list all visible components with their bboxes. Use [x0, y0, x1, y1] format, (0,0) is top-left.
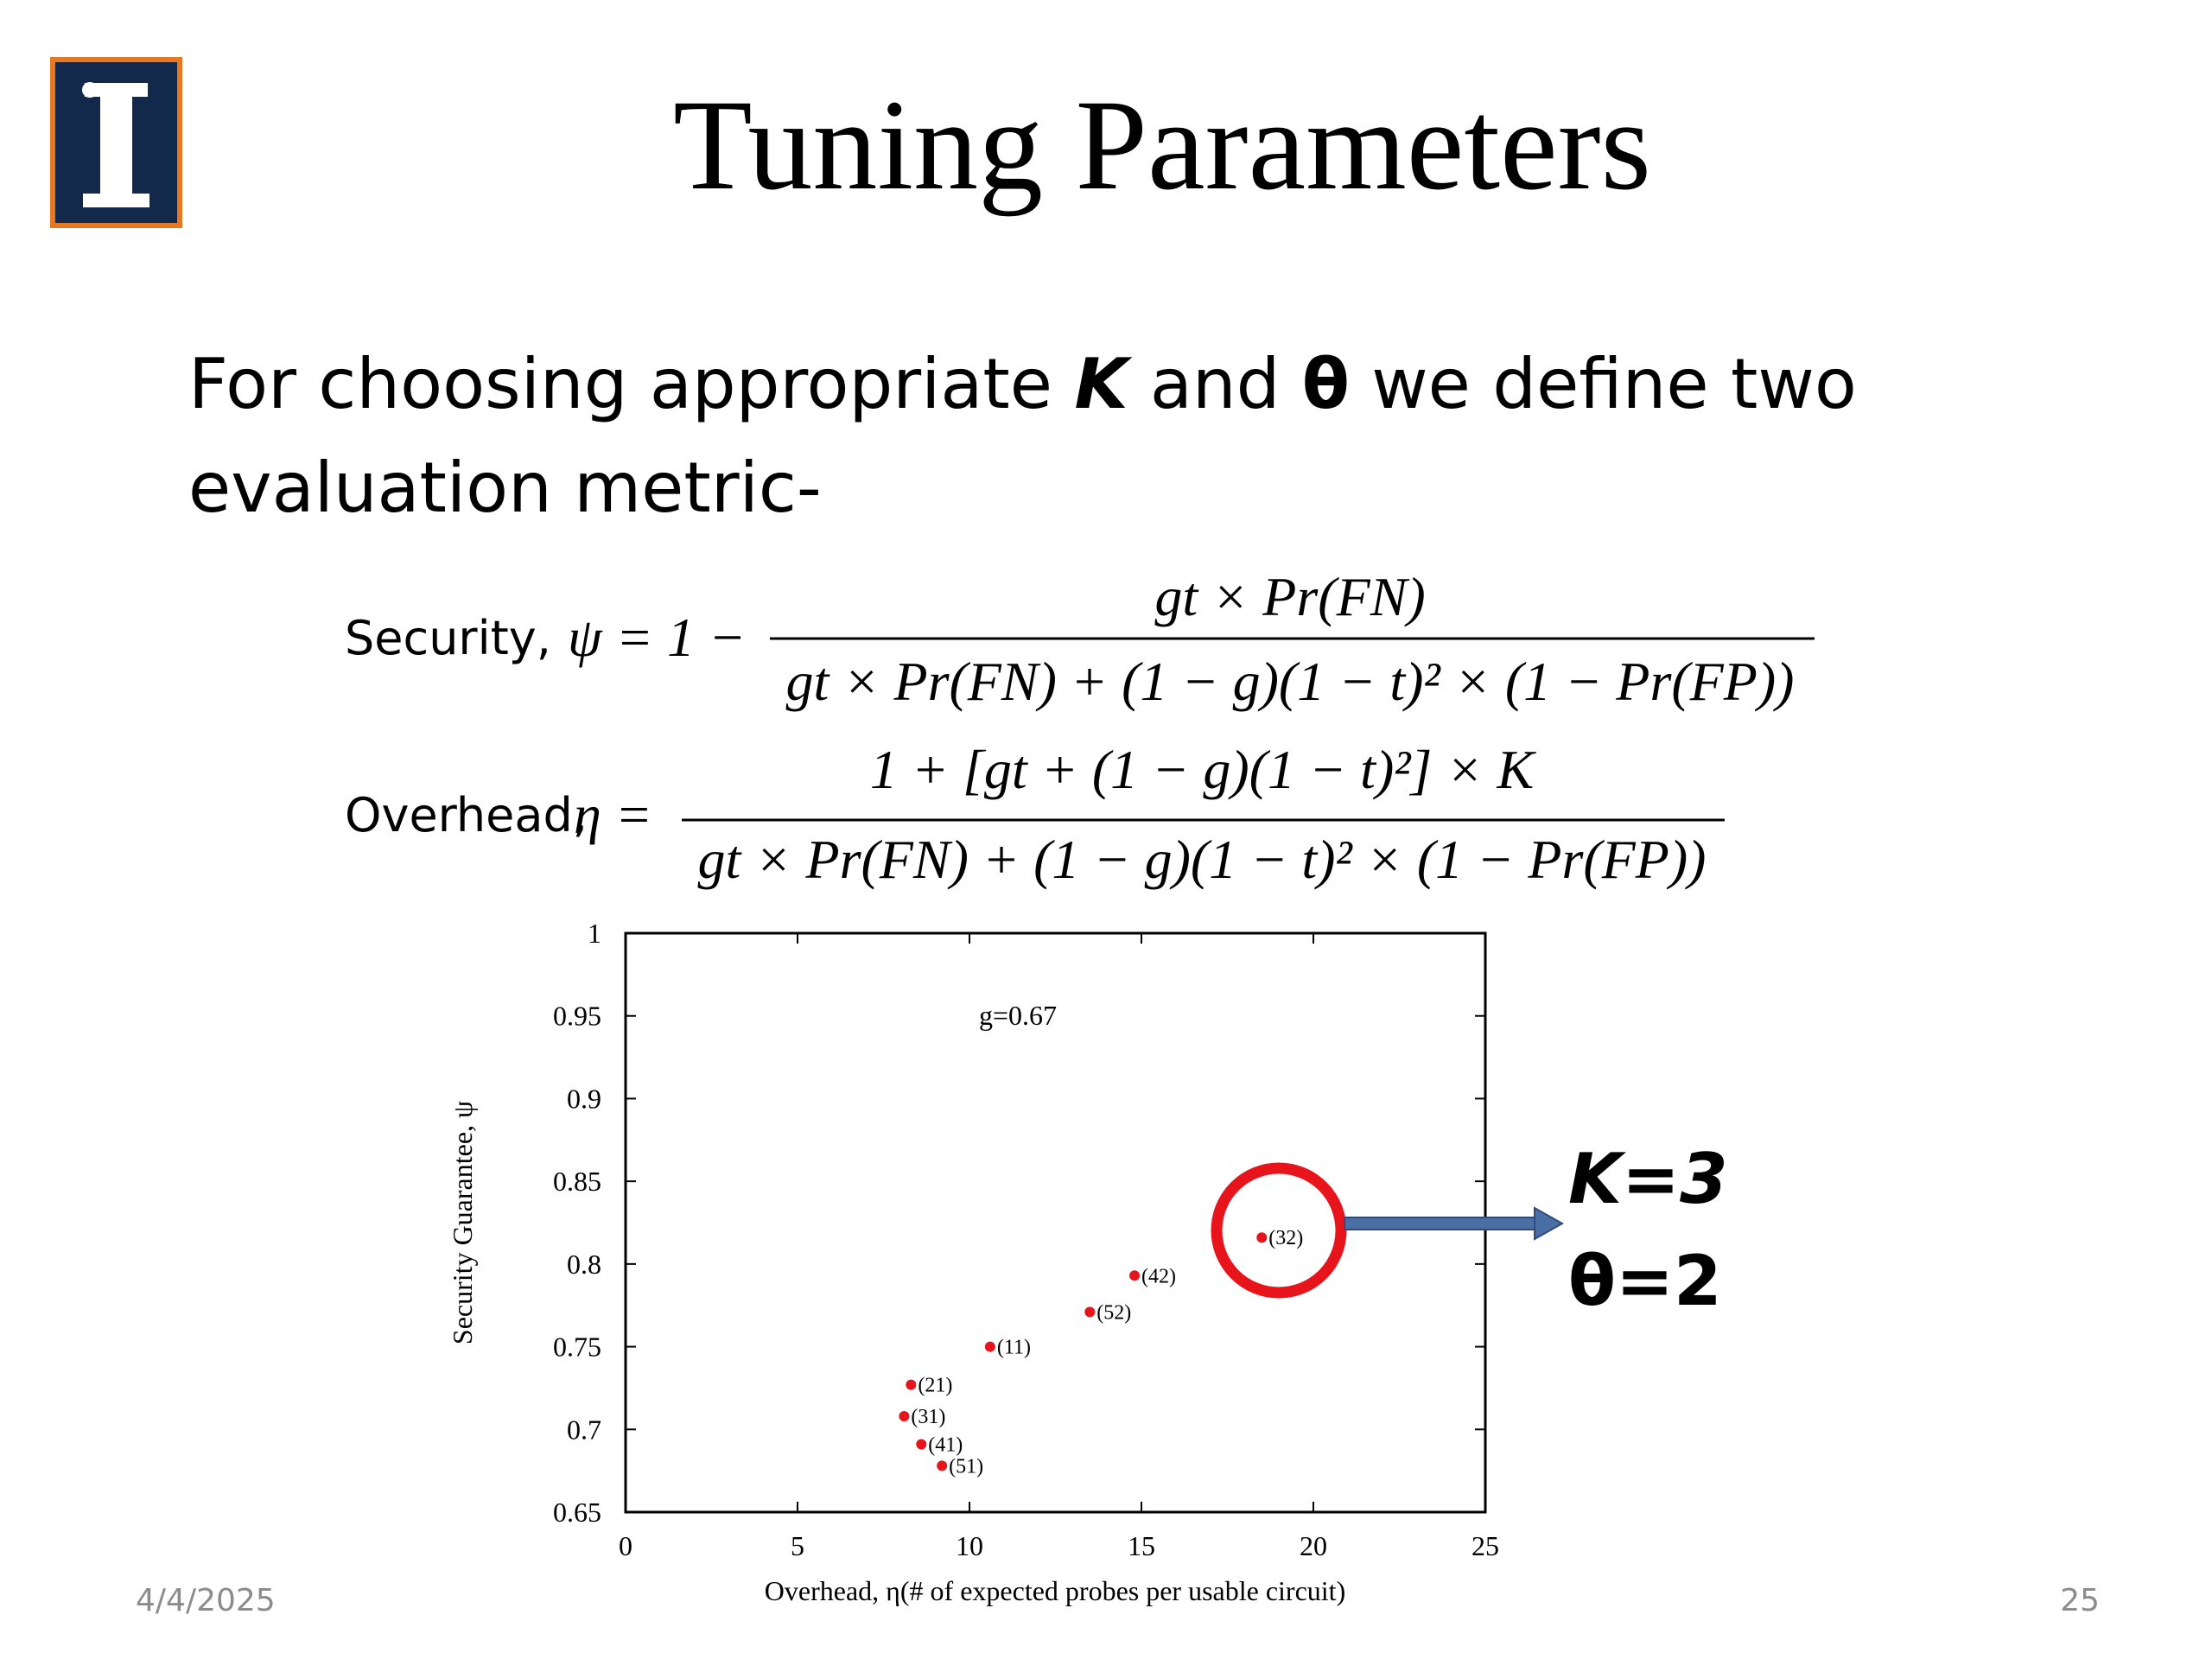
point-label: (11)	[997, 1337, 1031, 1359]
x-tick-label: 20	[1300, 1530, 1327, 1561]
data-point	[1256, 1232, 1268, 1243]
data-point	[906, 1379, 917, 1390]
formula-label: Security,	[345, 611, 551, 665]
x-tick-label: 10	[956, 1530, 983, 1561]
formula-lhs: ψ = 1 −	[568, 607, 746, 668]
footer-date: 4/4/2025	[136, 1583, 276, 1618]
point-label: (32)	[1268, 1227, 1303, 1249]
data-point	[899, 1410, 910, 1421]
y-tick-label: 0.65	[553, 1497, 601, 1528]
formula-label: Overhead,	[345, 788, 588, 842]
logo	[50, 57, 182, 228]
x-tick-label: 5	[791, 1530, 804, 1561]
formula-denominator: gt × Pr(FN) + (1 − g)(1 − t)² × (1 − Pr(…	[786, 651, 1795, 712]
x-tick-label: 25	[1471, 1530, 1499, 1561]
point-label: (42)	[1141, 1265, 1176, 1287]
highlight-circle	[1211, 1162, 1347, 1299]
y-tick-label: 1	[588, 918, 601, 949]
x-tick-label: 0	[619, 1530, 632, 1561]
data-point	[1129, 1270, 1141, 1281]
body-text: For choosing appropriate K and θ we defi…	[188, 344, 1857, 424]
y-tick-label: 0.75	[553, 1332, 601, 1363]
y-axis-title: Security Guarantee, ψ	[447, 1101, 478, 1344]
point-label: (31)	[911, 1406, 945, 1428]
y-tick-label: 0.7	[567, 1414, 601, 1445]
body-text-part: K	[1074, 344, 1132, 424]
slide-title: Tuning Parameters	[673, 73, 1651, 217]
data-point	[937, 1460, 948, 1471]
page-number: 25	[2060, 1583, 2100, 1618]
data-point	[916, 1439, 927, 1450]
point-label: (52)	[1096, 1301, 1131, 1324]
formula-numerator: gt × Pr(FN)	[1154, 566, 1425, 627]
callout-arrow	[1344, 1206, 1565, 1241]
callout-theta: θ=2	[1568, 1241, 1722, 1321]
y-tick-label: 0.9	[567, 1083, 601, 1114]
formula-denominator: gt × Pr(FN) + (1 − g)(1 − t)² × (1 − Pr(…	[698, 829, 1707, 890]
point-label: (41)	[928, 1434, 963, 1457]
y-tick-label: 0.8	[567, 1249, 601, 1280]
y-tick-label: 0.85	[553, 1166, 601, 1197]
callout-k: K=3	[1568, 1139, 1728, 1219]
formula-numerator: 1 + [gt + (1 − g)(1 − t)²] × K	[870, 739, 1537, 800]
body-text-part: θ	[1302, 344, 1350, 424]
body-text-part: For choosing appropriate	[188, 344, 1074, 424]
y-tick-label: 0.95	[553, 1001, 601, 1032]
x-axis-title: Overhead, η(# of expected probes per usa…	[765, 1575, 1345, 1606]
data-point	[1084, 1306, 1096, 1318]
x-tick-label: 15	[1128, 1530, 1155, 1561]
point-label: (51)	[949, 1455, 983, 1478]
annotation: g=0.67	[979, 1000, 1057, 1031]
data-point	[984, 1341, 995, 1352]
body-text-part: and	[1128, 344, 1301, 424]
body-text-part: we define two	[1350, 344, 1857, 424]
point-label: (21)	[918, 1375, 952, 1397]
formula-lhs: η =	[574, 784, 652, 845]
body-text: evaluation metric-	[188, 448, 822, 528]
